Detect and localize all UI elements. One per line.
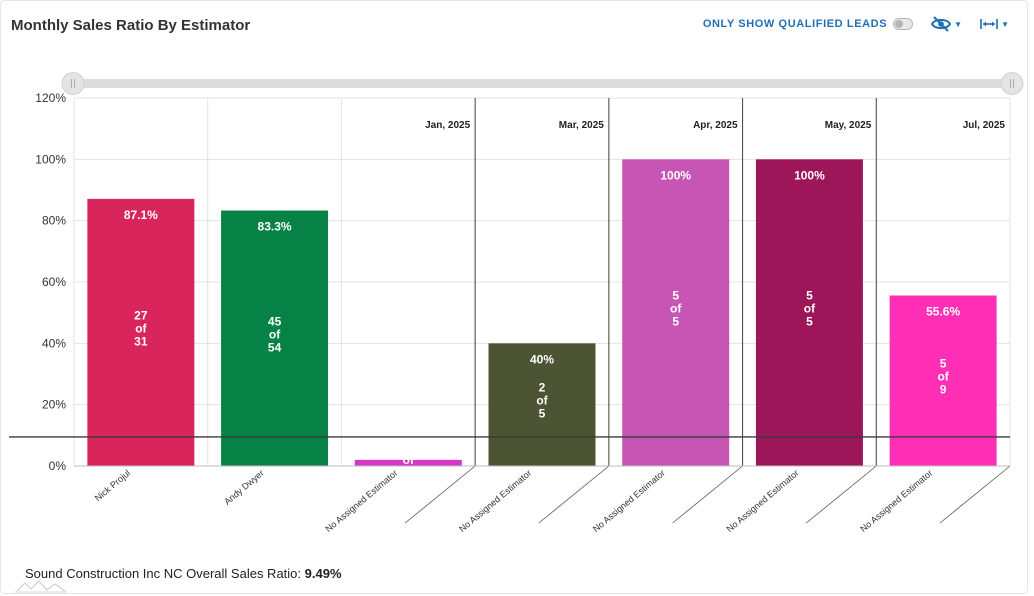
bar[interactable] bbox=[622, 159, 730, 467]
month-label: May, 2025 bbox=[825, 120, 872, 131]
bar-count-label: 5 bbox=[940, 357, 947, 371]
bar-count-label: 5 bbox=[672, 315, 679, 329]
bar-count-label: of bbox=[135, 321, 147, 335]
axis-divider-tick bbox=[939, 465, 1011, 524]
month-label: Jan, 2025 bbox=[425, 120, 470, 131]
bar-percent-label: 55.6% bbox=[926, 304, 960, 318]
bar-count-label: 2 bbox=[539, 381, 546, 395]
width-dropdown-button[interactable]: ▼ bbox=[980, 18, 1009, 30]
y-tick-label: 120% bbox=[35, 91, 66, 105]
bar-count-label: 5 bbox=[539, 407, 546, 421]
range-slider-handle[interactable] bbox=[1000, 72, 1024, 95]
axis-divider-tick bbox=[404, 465, 476, 524]
qualified-leads-label: ONLY SHOW QUALIFIED LEADS bbox=[702, 18, 888, 30]
bar-count-label: 27 bbox=[134, 308, 148, 322]
bar[interactable] bbox=[354, 459, 462, 466]
y-tick-label: 100% bbox=[35, 152, 66, 166]
x-axis-label: No Assigned Estimator bbox=[457, 468, 533, 534]
bar-percent-label: 87.1% bbox=[124, 208, 158, 222]
fit-width-icon bbox=[980, 19, 998, 29]
range-slider-track bbox=[73, 79, 1013, 88]
axis-divider-tick bbox=[806, 465, 877, 524]
bar[interactable] bbox=[221, 210, 329, 466]
bar-count-label: of bbox=[937, 370, 949, 384]
chevron-down-icon: ▼ bbox=[1001, 19, 1009, 29]
bar-count-label: 9 bbox=[940, 383, 947, 397]
range-slider-handle[interactable] bbox=[61, 72, 85, 95]
y-tick-label: 0% bbox=[49, 459, 67, 473]
visibility-dropdown-button[interactable]: ▼ bbox=[931, 16, 962, 32]
sales-ratio-chart: 0% 20% 40% 60% 80% 100% 120% Jan, 2025 Mar, 2025… bbox=[9, 72, 1024, 534]
bar-count-label: 5 bbox=[672, 289, 679, 303]
month-label: Jul, 2025 bbox=[963, 120, 1006, 131]
qualified-leads-toggle[interactable] bbox=[893, 18, 914, 30]
bar[interactable] bbox=[87, 198, 195, 467]
overall-ratio-label: Sound Construction Inc NC Overall Sales … bbox=[25, 566, 302, 581]
x-axis-label: Nick Projul bbox=[93, 468, 132, 503]
eye-slash-icon bbox=[931, 16, 952, 32]
x-axis-label: No Assigned Estimator bbox=[323, 468, 399, 534]
y-tick-label: 20% bbox=[42, 398, 66, 412]
bar-percent-label: 40% bbox=[530, 352, 554, 366]
bar-percent-label: 100% bbox=[660, 168, 691, 182]
chart-toolbar: ONLY SHOW QUALIFIED LEADS ▼ ▼ bbox=[703, 16, 1009, 32]
y-tick-label: 80% bbox=[42, 214, 66, 228]
sparkline-icon bbox=[15, 580, 67, 593]
y-tick-label: 40% bbox=[42, 336, 66, 350]
y-tick-label: 60% bbox=[42, 275, 66, 289]
x-axis-label: Andy Dwyer bbox=[222, 468, 266, 507]
axis-divider-tick bbox=[538, 465, 610, 524]
bar-percent-label: 83.3% bbox=[258, 220, 292, 234]
bar-percent-label: of bbox=[403, 453, 415, 467]
month-label: Apr, 2025 bbox=[693, 120, 738, 131]
overall-ratio: Sound Construction Inc NC Overall Sales … bbox=[25, 566, 342, 581]
bar-count-label: 54 bbox=[268, 340, 282, 354]
bar-percent-label: 100% bbox=[794, 168, 825, 182]
overall-ratio-value: 9.49% bbox=[304, 566, 342, 581]
bar-count-label: 31 bbox=[134, 334, 148, 348]
x-axis-label: No Assigned Estimator bbox=[858, 468, 934, 534]
chart-title: Monthly Sales Ratio By Estimator bbox=[11, 17, 251, 34]
x-axis-label: No Assigned Estimator bbox=[725, 468, 801, 534]
bar-count-label: of bbox=[804, 302, 816, 316]
bar-count-label: of bbox=[670, 302, 682, 316]
bar[interactable] bbox=[755, 159, 863, 467]
bar-count-label: 5 bbox=[806, 315, 813, 329]
toggle-knob bbox=[895, 20, 904, 28]
month-label: Mar, 2025 bbox=[559, 120, 604, 131]
bar-count-label: of bbox=[269, 327, 281, 341]
chevron-down-icon: ▼ bbox=[954, 19, 963, 29]
x-axis-label: No Assigned Estimator bbox=[591, 468, 667, 534]
bar[interactable] bbox=[488, 343, 596, 466]
bar-count-label: of bbox=[536, 394, 548, 408]
axis-divider-tick bbox=[672, 465, 743, 524]
bar-count-label: 5 bbox=[806, 289, 813, 303]
bar-count-label: 45 bbox=[268, 314, 282, 328]
